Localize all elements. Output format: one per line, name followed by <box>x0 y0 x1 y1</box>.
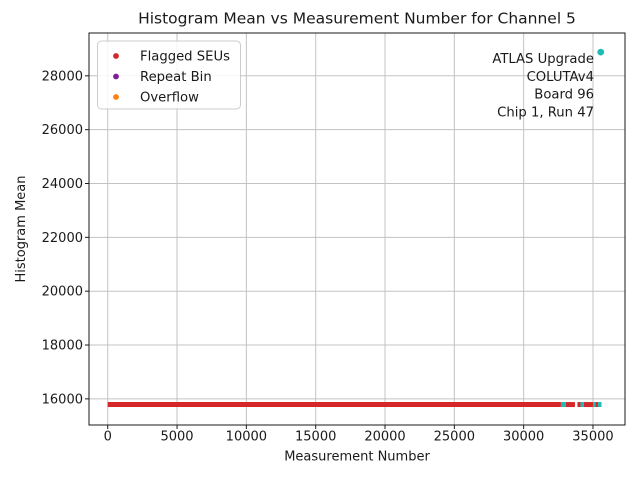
legend-marker-overflow <box>113 94 119 100</box>
data-point-histogram-mean <box>597 48 605 56</box>
legend-box <box>97 40 241 110</box>
x-tick-label: 20000 <box>364 430 405 445</box>
y-tick-label: 28000 <box>42 69 83 84</box>
axes-frame <box>88 32 626 426</box>
chart-title: Histogram Mean vs Measurement Number for… <box>138 10 576 28</box>
x-tick-label: 25000 <box>434 430 475 445</box>
annotation: ATLAS Upgrade COLUTAv4 Board 96 Chip 1, Run… <box>492 52 594 120</box>
x-tick-label: 35000 <box>572 430 613 445</box>
y-tick-label: 18000 <box>42 339 83 354</box>
x-axis-label: Measurement Number <box>284 450 430 465</box>
legend-label-flagged-seus: Flagged SEUs <box>140 50 230 65</box>
legend-label-overflow: Overflow <box>140 91 199 106</box>
annotation-line: Board 96 <box>534 88 594 103</box>
annotation-line: Chip 1, Run 47 <box>497 106 594 121</box>
y-tick-label: 20000 <box>42 285 83 300</box>
y-tick-label: 22000 <box>42 231 83 246</box>
x-tick-label: 0 <box>104 430 112 445</box>
x-tick-label: 15000 <box>295 430 336 445</box>
y-axis-label: Histogram Mean <box>14 176 29 283</box>
legend: Flagged SEUs Repeat Bin Overflow <box>97 40 241 110</box>
legend-marker-flagged-seus <box>113 53 119 59</box>
y-tick-label: 26000 <box>42 123 83 138</box>
x-tick-label: 10000 <box>226 430 267 445</box>
legend-label-repeat-bin: Repeat Bin <box>140 70 212 85</box>
legend-marker-repeat-bin <box>113 73 119 80</box>
x-tick-label: 30000 <box>503 430 544 445</box>
annotation-line: COLUTAv4 <box>527 70 594 85</box>
y-tick-label: 24000 <box>42 177 83 192</box>
annotation-line: ATLAS Upgrade <box>492 52 594 67</box>
y-tick-label: 16000 <box>42 392 83 407</box>
x-tick-label: 5000 <box>160 430 193 445</box>
